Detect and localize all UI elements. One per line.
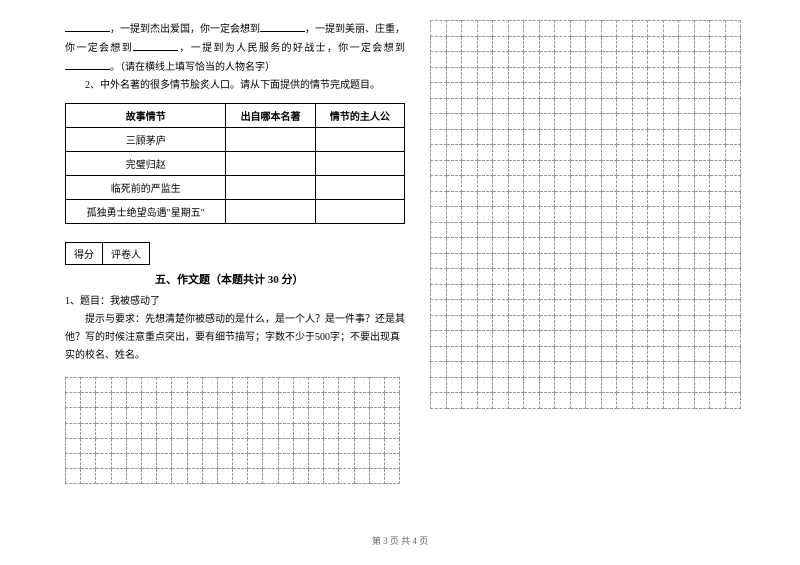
table-header: 出自哪本名著 bbox=[226, 104, 315, 128]
grader-label: 评卷人 bbox=[103, 242, 150, 265]
table-cell: 完璧归赵 bbox=[66, 152, 226, 176]
table-cell-blank[interactable] bbox=[315, 176, 404, 200]
intro-text-1: ，一提到杰出爱国，你一定会想到 bbox=[110, 24, 260, 35]
writing-grid-right[interactable] bbox=[430, 20, 745, 409]
table-cell-blank[interactable] bbox=[315, 128, 404, 152]
intro-line2: 2、中外名著的很多情节脍炙人口。请从下面提供的情节完成题目。 bbox=[65, 77, 405, 95]
table-cell-blank[interactable] bbox=[315, 152, 404, 176]
table-cell: 临死前的严监生 bbox=[66, 176, 226, 200]
table-header: 故事情节 bbox=[66, 104, 226, 128]
blank-field[interactable] bbox=[260, 20, 305, 32]
table-cell-blank[interactable] bbox=[226, 152, 315, 176]
table-cell: 孤独勇士绝望岛遇"星期五" bbox=[66, 200, 226, 224]
intro-paragraph: ，一提到杰出爱国，你一定会想到，一提到美丽、庄重，你一定会想到，一提到为人民服务… bbox=[65, 20, 405, 77]
blank-field[interactable] bbox=[133, 39, 178, 51]
intro-text-4: 。（请在横线上填写恰当的人物名字） bbox=[110, 62, 275, 73]
writing-grid-left[interactable] bbox=[65, 377, 405, 484]
blank-field[interactable] bbox=[65, 58, 110, 70]
table-cell-blank[interactable] bbox=[226, 128, 315, 152]
story-table: 故事情节 出自哪本名著 情节的主人公 三顾茅庐 完璧归赵 临死前的严监生 孤独勇… bbox=[65, 103, 405, 224]
question-title: 1、题目：我被感动了 bbox=[65, 293, 405, 311]
score-label: 得分 bbox=[65, 242, 103, 265]
blank-field[interactable] bbox=[65, 20, 110, 32]
table-cell-blank[interactable] bbox=[226, 176, 315, 200]
score-box: 得分 评卷人 bbox=[65, 242, 405, 265]
page-footer: 第 3 页 共 4 页 bbox=[0, 534, 800, 547]
question-hint: 提示与要求：先想清楚你被感动的是什么，是一个人？是一件事？还是其他？写的时候注意… bbox=[65, 311, 405, 365]
table-cell-blank[interactable] bbox=[226, 200, 315, 224]
table-cell-blank[interactable] bbox=[315, 200, 404, 224]
table-header: 情节的主人公 bbox=[315, 104, 404, 128]
section-title: 五、作文题（本题共计 30 分） bbox=[65, 271, 405, 287]
intro-text-3: ，一提到为人民服务的好战士，你一定会想到 bbox=[178, 43, 405, 54]
table-cell: 三顾茅庐 bbox=[66, 128, 226, 152]
